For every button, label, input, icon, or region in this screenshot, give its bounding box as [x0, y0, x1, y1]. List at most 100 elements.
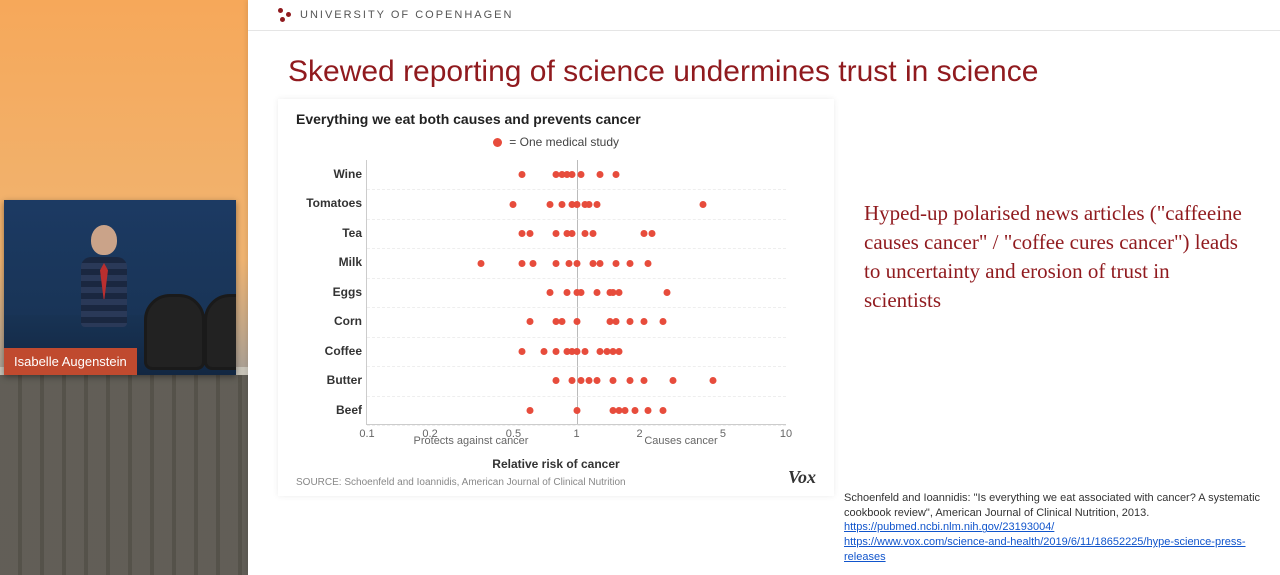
slide-body-text: Hyped-up polarised news articles ("caffe… — [864, 199, 1244, 315]
data-point — [558, 318, 565, 325]
data-point — [582, 230, 589, 237]
data-point — [663, 289, 670, 296]
row-label: Eggs — [297, 278, 362, 307]
chart-source: SOURCE: Schoenfeld and Ioannidis, Americ… — [296, 477, 826, 488]
data-point — [573, 260, 580, 267]
data-point — [590, 230, 597, 237]
data-point — [699, 201, 706, 208]
chart-title: Everything we eat both causes and preven… — [296, 111, 826, 127]
data-point — [573, 318, 580, 325]
data-point — [577, 171, 584, 178]
data-point — [710, 377, 717, 384]
data-point — [616, 289, 623, 296]
data-point — [477, 260, 484, 267]
chart-row: Butter — [367, 366, 786, 396]
chart-container: Everything we eat both causes and preven… — [278, 99, 834, 496]
data-point — [645, 260, 652, 267]
chart-row: Wine — [367, 160, 786, 190]
legend-label: = One medical study — [509, 135, 619, 149]
data-point — [519, 230, 526, 237]
citation-link-pubmed[interactable]: https://pubmed.ncbi.nlm.nih.gov/23193004… — [844, 521, 1054, 533]
data-point — [660, 318, 667, 325]
data-point — [553, 348, 560, 355]
data-point — [593, 289, 600, 296]
data-point — [590, 260, 597, 267]
chart-row: Corn — [367, 307, 786, 337]
chair-prop — [144, 294, 205, 370]
data-point — [597, 260, 604, 267]
data-point — [573, 348, 580, 355]
data-point — [510, 201, 517, 208]
row-label: Milk — [297, 248, 362, 277]
chart-row: Eggs — [367, 278, 786, 308]
row-label: Corn — [297, 307, 362, 336]
row-label: Beef — [297, 396, 362, 425]
vox-logo: Vox — [788, 467, 816, 488]
data-point — [649, 230, 656, 237]
data-point — [558, 201, 565, 208]
data-point — [613, 171, 620, 178]
slide-header: UNIVERSITY OF COPENHAGEN — [248, 0, 1280, 31]
data-point — [660, 407, 667, 414]
data-point — [527, 230, 534, 237]
row-label: Tea — [297, 219, 362, 248]
data-point — [626, 377, 633, 384]
data-point — [568, 377, 575, 384]
data-point — [519, 348, 526, 355]
row-label: Coffee — [297, 337, 362, 366]
data-point — [553, 230, 560, 237]
data-point — [568, 171, 575, 178]
data-point — [621, 407, 628, 414]
university-name: UNIVERSITY OF COPENHAGEN — [300, 9, 513, 21]
data-point — [641, 377, 648, 384]
data-point — [645, 407, 652, 414]
sublabel-causes: Causes cancer — [576, 435, 786, 447]
data-point — [593, 377, 600, 384]
data-point — [530, 260, 537, 267]
presentation-slide: UNIVERSITY OF COPENHAGEN Skewed reportin… — [248, 0, 1280, 575]
strip-plot: 0.10.20.512510WineTomatoesTeaMilkEggsCor… — [296, 155, 816, 455]
x-axis-label: Relative risk of cancer — [286, 457, 826, 471]
chart-row: Milk — [367, 248, 786, 278]
data-point — [626, 318, 633, 325]
data-point — [586, 377, 593, 384]
data-point — [641, 230, 648, 237]
speaker-name-badge: Isabelle Augenstein — [4, 348, 137, 375]
data-point — [577, 377, 584, 384]
data-point — [593, 201, 600, 208]
citation-text: Schoenfeld and Ioannidis: "Is everything… — [844, 492, 1260, 519]
data-point — [582, 348, 589, 355]
data-point — [565, 260, 572, 267]
chart-legend: = One medical study — [286, 135, 826, 149]
data-point — [527, 318, 534, 325]
data-point — [541, 348, 548, 355]
chart-row: Tomatoes — [367, 189, 786, 219]
data-point — [631, 407, 638, 414]
data-point — [586, 201, 593, 208]
data-point — [553, 260, 560, 267]
data-point — [577, 289, 584, 296]
data-point — [547, 289, 554, 296]
citation-link-vox[interactable]: https://www.vox.com/science-and-health/2… — [844, 536, 1246, 563]
data-point — [527, 407, 534, 414]
data-point — [573, 407, 580, 414]
data-point — [547, 201, 554, 208]
slide-title: Skewed reporting of science undermines t… — [288, 55, 1280, 89]
data-point — [597, 171, 604, 178]
row-label: Wine — [297, 160, 362, 189]
citation-block: Schoenfeld and Ioannidis: "Is everything… — [844, 491, 1264, 565]
data-point — [641, 318, 648, 325]
data-point — [670, 377, 677, 384]
row-label: Butter — [297, 366, 362, 395]
sublabel-protects: Protects against cancer — [366, 435, 576, 447]
data-point — [626, 260, 633, 267]
speaker-video: Isabelle Augenstein — [4, 200, 236, 375]
chart-row: Beef — [367, 396, 786, 426]
background-building — [0, 367, 248, 575]
chart-row: Coffee — [367, 337, 786, 367]
university-logo-icon — [278, 8, 292, 22]
data-point — [616, 348, 623, 355]
data-point — [568, 230, 575, 237]
data-point — [613, 318, 620, 325]
data-point — [563, 289, 570, 296]
